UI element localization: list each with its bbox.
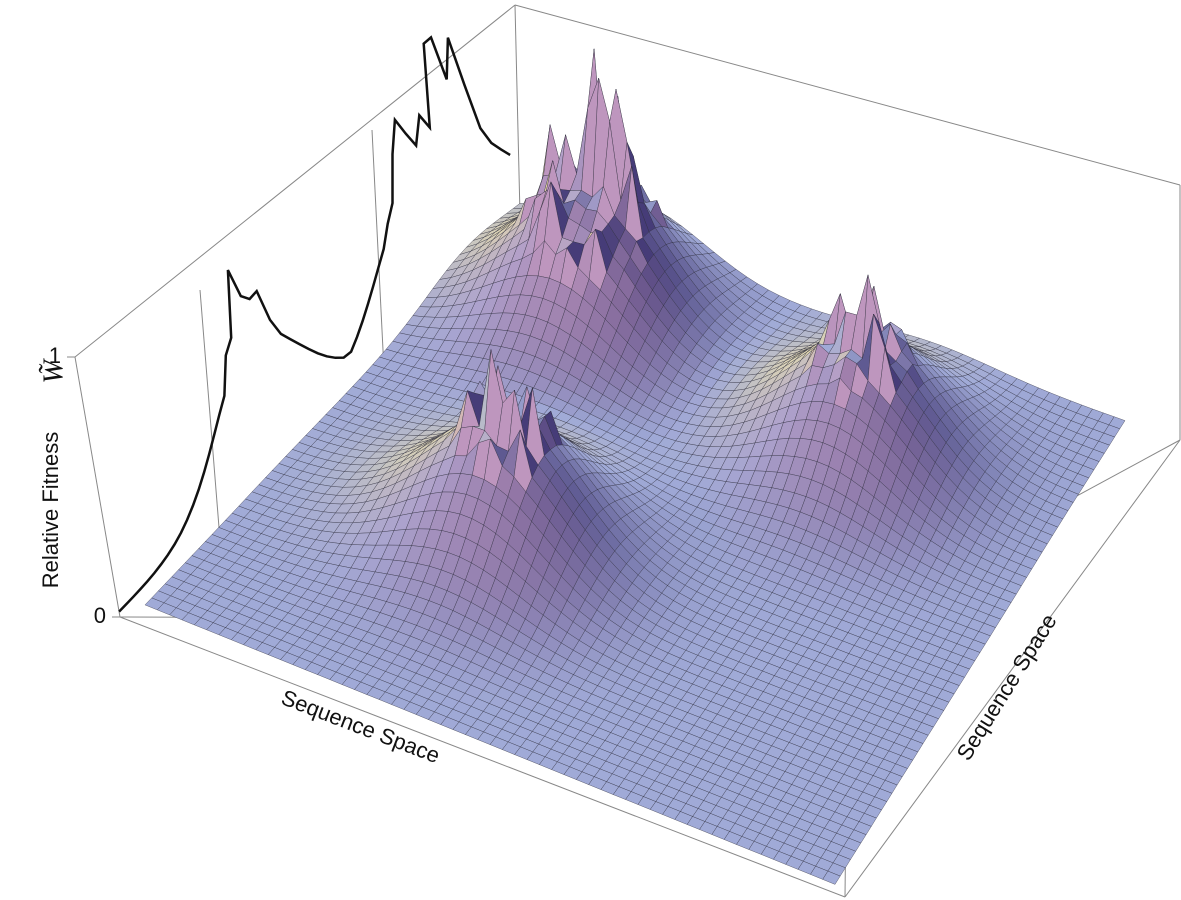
profile-curve (118, 35, 511, 613)
surface-patch (822, 870, 841, 885)
surface (144, 48, 1126, 885)
z-tick-label: 0 (94, 603, 106, 628)
z-tick-label: 1 (49, 343, 61, 368)
z-axis-label: Relative Fitness (38, 432, 63, 589)
z-axis-symbol: W̃ (38, 358, 69, 384)
